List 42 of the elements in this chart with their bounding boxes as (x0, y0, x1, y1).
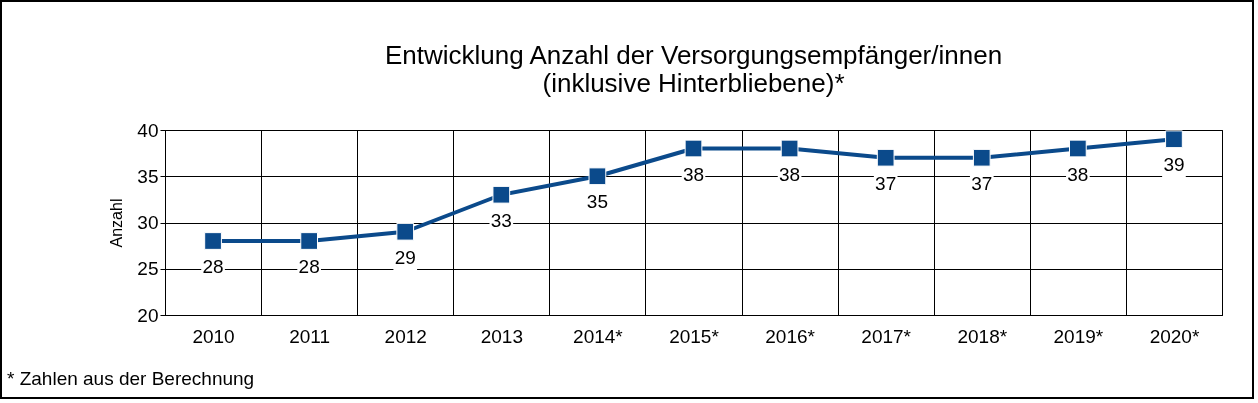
x-tick-label: 2017* (861, 325, 912, 347)
point (204, 232, 222, 250)
point (684, 139, 703, 158)
data-label: 28 (298, 256, 320, 277)
text: * Zahlen aus der Berechnung (7, 368, 255, 389)
x-tick-label: 2012 (384, 325, 427, 347)
point (972, 148, 991, 167)
point (588, 167, 607, 186)
point (1165, 130, 1183, 149)
x-tick-label: 2019* (1053, 325, 1104, 347)
data-label: 33 (490, 209, 512, 231)
data-label: 37 (875, 172, 897, 194)
data-label: 38 (682, 163, 705, 185)
y-tick-label: 25 (137, 258, 159, 280)
data-label: 38 (779, 163, 801, 185)
point (1069, 139, 1087, 158)
x-tick-label: 2010 (192, 325, 235, 347)
x-tick-label: 2020* (1149, 325, 1200, 347)
data-label: 35 (586, 191, 608, 213)
data-label: 28 (202, 256, 224, 277)
point (876, 148, 895, 167)
x-tick-label: 2018* (957, 325, 1008, 347)
data-label: 38 (1067, 163, 1089, 185)
x-tick-label: 2011 (289, 325, 331, 347)
x-tick-label: 2014* (573, 325, 624, 347)
data-label: 37 (971, 172, 993, 194)
point (396, 222, 415, 241)
y-tick-label: 20 (137, 304, 159, 326)
point (780, 139, 799, 158)
text: Entwicklung Anzahl der Versorgungsempfänger/innen (384, 40, 1003, 70)
text: (inklusive Hinterbliebene)* (542, 68, 845, 98)
point (300, 232, 318, 250)
data-label: 39 (1163, 154, 1185, 176)
x-tick-label: 2015* (669, 325, 720, 347)
y-tick-label: 30 (137, 212, 159, 233)
x-tick-label: 2013 (480, 325, 523, 347)
x-tick-label: 2016* (765, 325, 816, 347)
point (492, 185, 511, 204)
y-tick-label: 40 (137, 119, 159, 141)
y-tick-label: 35 (137, 165, 159, 187)
data-label: 29 (394, 246, 416, 268)
y-axis-title: Anzahl (108, 198, 126, 248)
